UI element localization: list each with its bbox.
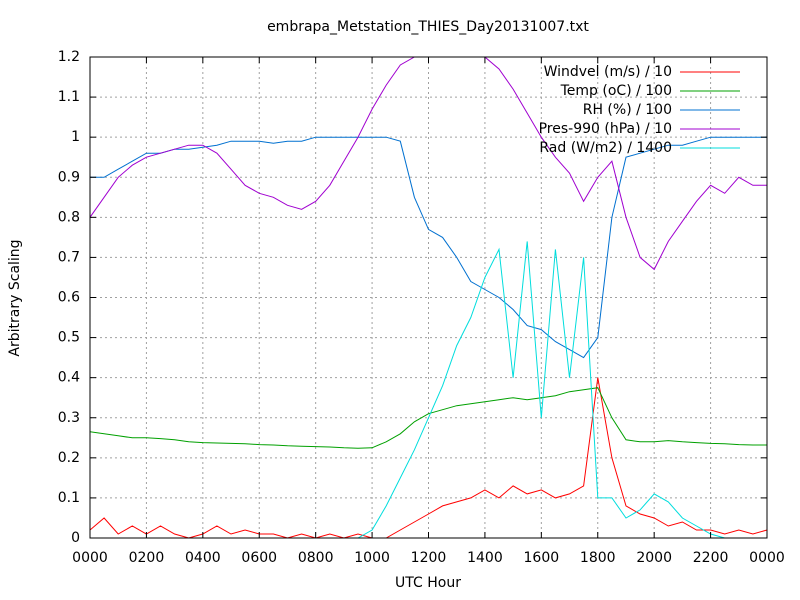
y-tick-label: 0.7 bbox=[58, 249, 80, 265]
x-tick-label: 0600 bbox=[241, 550, 277, 566]
chart-title: embrapa_Metstation_THIES_Day20131007.txt bbox=[267, 19, 589, 35]
series-line bbox=[90, 241, 767, 538]
x-tick-label: 0400 bbox=[185, 550, 221, 566]
y-tick-label: 0.3 bbox=[58, 410, 80, 426]
y-tick-label: 1.2 bbox=[58, 49, 80, 65]
x-tick-label: 2200 bbox=[693, 550, 729, 566]
y-tick-label: 0.9 bbox=[58, 169, 80, 185]
x-tick-label: 1200 bbox=[411, 550, 447, 566]
x-tick-label: 0200 bbox=[129, 550, 165, 566]
y-tick-label: 0.8 bbox=[58, 209, 80, 225]
y-axis-label: Arbitrary Scaling bbox=[7, 239, 23, 356]
legend-label: Temp (oC) / 100 bbox=[560, 83, 672, 99]
x-tick-label: 1600 bbox=[524, 550, 560, 566]
series-line bbox=[90, 136, 767, 359]
x-tick-label: 0000 bbox=[72, 550, 108, 566]
x-tick-label: 1000 bbox=[354, 550, 390, 566]
series-line bbox=[90, 57, 767, 271]
x-tick-label: 1400 bbox=[467, 550, 503, 566]
y-tick-label: 0 bbox=[71, 530, 80, 546]
legend-label: RH (%) / 100 bbox=[583, 102, 672, 118]
legend-label: Windvel (m/s) / 10 bbox=[544, 64, 672, 80]
x-tick-label: 0800 bbox=[298, 550, 334, 566]
legend-label: Pres-990 (hPa) / 10 bbox=[539, 121, 672, 137]
y-tick-label: 0.6 bbox=[58, 290, 80, 306]
legend-label: Rad (W/m2) / 1400 bbox=[539, 140, 672, 156]
y-tick-label: 0.5 bbox=[58, 330, 80, 346]
y-tick-label: 0.4 bbox=[58, 370, 80, 386]
x-tick-label: 2000 bbox=[636, 550, 672, 566]
y-tick-label: 0.2 bbox=[58, 450, 80, 466]
y-tick-label: 1.1 bbox=[58, 89, 80, 105]
x-tick-label: 0000 bbox=[749, 550, 785, 566]
y-tick-label: 0.1 bbox=[58, 490, 80, 506]
x-axis-label: UTC Hour bbox=[395, 575, 461, 591]
series-line bbox=[90, 387, 767, 449]
y-tick-label: 1 bbox=[71, 129, 80, 145]
x-tick-label: 1800 bbox=[580, 550, 616, 566]
